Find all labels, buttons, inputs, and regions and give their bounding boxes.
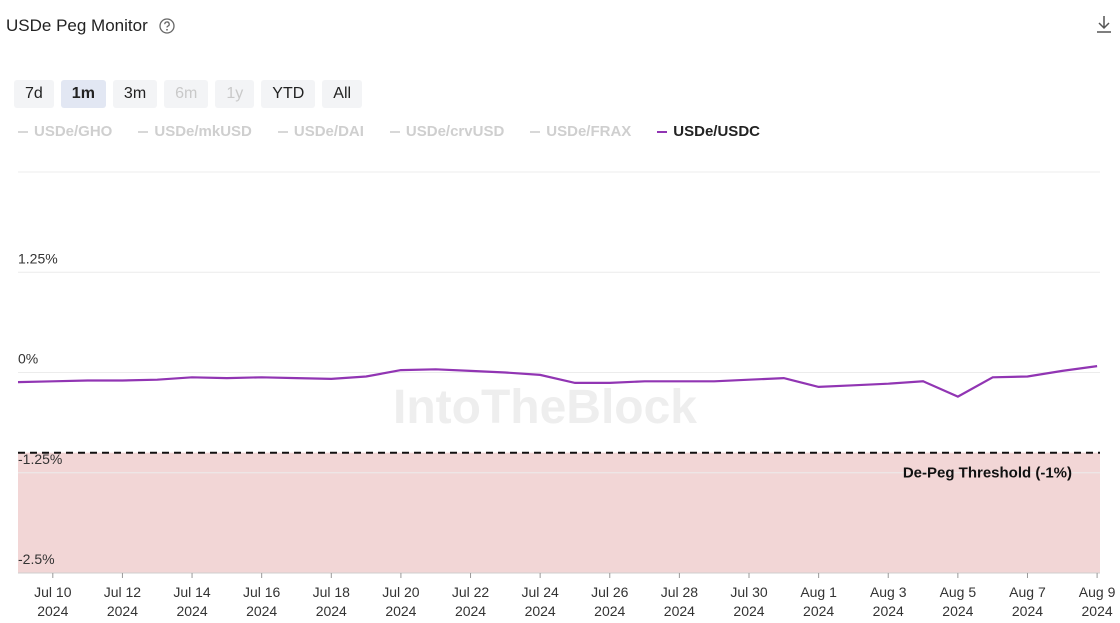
range-button[interactable]: All	[322, 80, 363, 108]
range-button: 1y	[215, 80, 255, 108]
y-tick-label: 0%	[18, 351, 38, 367]
y-tick-label: -2.5%	[18, 551, 55, 567]
legend-label: USDe/GHO	[34, 123, 113, 140]
x-tick-label: Aug 1 2024	[800, 584, 837, 619]
x-tick-label: Jul 24 2024	[521, 584, 559, 619]
x-tick-label: Jul 22 2024	[452, 584, 490, 619]
range-button[interactable]: 1m	[60, 80, 106, 108]
legend-item[interactable]: USDe/FRAX	[530, 123, 631, 140]
legend-swatch	[530, 130, 541, 133]
range-button[interactable]: YTD	[261, 80, 316, 108]
x-tick-label: Jul 28 2024	[661, 584, 699, 619]
range-buttons: 7d 1m 3m 6m 1y YTD All	[14, 80, 363, 108]
x-tick-label: Jul 30 2024	[730, 584, 768, 619]
range-button: 6m	[164, 80, 209, 108]
legend-swatch	[389, 130, 400, 133]
legend-item[interactable]: USDe/crvUSD	[389, 123, 505, 140]
legend-swatch	[277, 130, 288, 133]
legend-swatch	[18, 130, 28, 133]
y-tick-label: -1.25%	[18, 451, 62, 467]
legend: USDe/GHO USDe/mkUSD USDe/DAI USDe/crvUSD USD…	[18, 123, 760, 140]
legend-item[interactable]: USDe/GHO	[18, 123, 112, 140]
x-tick-label: Aug 9 2024	[1079, 584, 1116, 619]
x-tick-label: Jul 20 2024	[382, 584, 420, 619]
legend-swatch	[657, 130, 668, 133]
x-tick-label: Aug 5 2024	[940, 584, 977, 619]
series-line	[17, 365, 1098, 398]
legend-item[interactable]: USDe/mkUSD	[138, 123, 252, 140]
legend-item[interactable]: USDe/DAI	[277, 123, 364, 140]
range-button[interactable]: 7d	[14, 80, 54, 108]
x-tick-label: Aug 3 2024	[870, 584, 907, 619]
x-tick-label: Jul 16 2024	[243, 584, 281, 619]
watermark: IntoTheBlock	[393, 381, 697, 434]
legend-label: USDe/crvUSD	[405, 123, 505, 140]
range-button[interactable]: 3m	[112, 80, 158, 108]
legend-label: USDe/USDC	[673, 123, 760, 140]
threshold-label: De-Peg Threshold (-1%)	[903, 465, 1072, 482]
x-tick-label: Aug 7 2024	[1009, 584, 1046, 619]
legend-swatch	[138, 130, 149, 133]
y-tick-label: 1.25%	[18, 250, 58, 266]
x-tick-label: Jul 14 2024	[173, 584, 211, 619]
help-icon[interactable]	[159, 18, 175, 34]
legend-label: USDe/FRAX	[546, 123, 632, 140]
title: USDe Peg Monitor	[6, 16, 148, 35]
legend-item[interactable]: USDe/USDC	[657, 123, 760, 140]
x-tick-label: Jul 18 2024	[313, 584, 351, 619]
x-tick-label: Jul 26 2024	[591, 584, 629, 619]
legend-label: USDe/mkUSD	[154, 123, 252, 140]
x-tick-label: Jul 12 2024	[104, 584, 142, 619]
download-icon[interactable]	[1096, 14, 1112, 34]
x-tick-label: Jul 10 2024	[34, 584, 72, 619]
legend-label: USDe/DAI	[293, 123, 364, 140]
